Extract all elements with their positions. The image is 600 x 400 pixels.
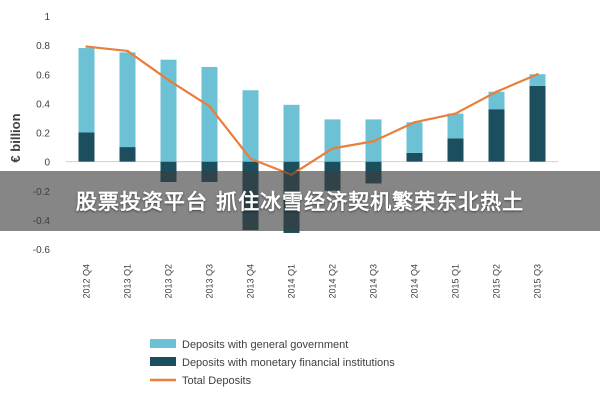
bar-monetary-institutions-9 xyxy=(447,138,464,162)
y-tick-label-8: -0.6 xyxy=(33,245,51,256)
total-deposits-point-8 xyxy=(413,121,416,124)
x-tick-label-10: 2015 Q2 xyxy=(492,264,502,299)
x-tick-label-6: 2014 Q2 xyxy=(328,264,338,299)
legend-swatch-1 xyxy=(150,357,176,366)
legend-swatch-0 xyxy=(150,339,176,348)
x-tick-label-5: 2014 Q1 xyxy=(287,264,297,299)
bar-general-government-6 xyxy=(324,119,341,162)
legend-label-1: Deposits with monetary financial institu… xyxy=(182,357,395,369)
bar-general-government-11 xyxy=(529,74,546,86)
x-tick-label-3: 2013 Q3 xyxy=(205,264,215,299)
total-deposits-point-6 xyxy=(331,147,334,150)
y-tick-label-3: 0.4 xyxy=(36,99,50,110)
x-tick-label-8: 2014 Q4 xyxy=(410,264,420,299)
overlay-banner: 股票投资平台 抓住冰雪经济契机繁荣东北热土 xyxy=(0,171,600,231)
legend-label-2: Total Deposits xyxy=(182,375,252,387)
y-tick-label-1: 0.8 xyxy=(36,41,50,52)
bar-general-government-3 xyxy=(201,66,218,162)
total-deposits-point-7 xyxy=(372,140,375,143)
y-tick-label-2: 0.6 xyxy=(36,70,50,81)
overlay-headline: 股票投资平台 抓住冰雪经济契机繁荣东北热土 xyxy=(75,190,525,214)
total-deposits-point-2 xyxy=(167,78,170,82)
total-deposits-point-4 xyxy=(249,157,252,160)
bar-general-government-0 xyxy=(78,48,95,133)
bar-monetary-institutions-10 xyxy=(488,109,505,162)
x-tick-label-11: 2015 Q3 xyxy=(533,264,543,299)
bar-general-government-5 xyxy=(283,104,300,162)
bar-general-government-10 xyxy=(488,91,505,110)
bar-monetary-institutions-8 xyxy=(406,152,423,162)
total-deposits-line-series xyxy=(85,45,539,176)
bar-general-government-4 xyxy=(242,90,259,162)
y-tick-label-4: 0.2 xyxy=(36,129,50,140)
legend-label-0: Deposits with general government xyxy=(182,339,348,351)
x-axis: 2012 Q4 2013 Q1 2013 Q2 2013 Q3 2013 Q4 2014 … xyxy=(82,264,543,299)
bar-general-government-1 xyxy=(119,52,136,148)
x-tick-label-7: 2014 Q3 xyxy=(369,264,379,299)
x-tick-label-4: 2013 Q4 xyxy=(246,264,256,299)
bar-monetary-institutions-1 xyxy=(119,147,136,162)
bar-general-government-2 xyxy=(160,59,177,162)
y-tick-label-0: 1 xyxy=(44,12,50,23)
y-axis-title: € billion xyxy=(8,113,23,162)
bar-monetary-institutions-11 xyxy=(529,85,546,162)
bar-general-government-8 xyxy=(406,122,423,153)
total-deposits-point-10 xyxy=(495,90,498,93)
total-deposits-line xyxy=(86,45,538,176)
total-deposits-point-11 xyxy=(536,73,539,76)
x-tick-label-0: 2012 Q4 xyxy=(82,264,92,299)
x-tick-label-2: 2013 Q2 xyxy=(164,264,174,299)
x-tick-label-1: 2013 Q1 xyxy=(123,264,133,299)
x-tick-label-9: 2015 Q1 xyxy=(451,264,461,299)
y-tick-label-5: 0 xyxy=(44,158,50,169)
total-deposits-point-3 xyxy=(208,105,211,108)
total-deposits-point-9 xyxy=(454,112,457,115)
legend: Deposits with general government Deposits… xyxy=(150,339,395,387)
bar-monetary-institutions-0 xyxy=(78,132,95,162)
total-deposits-point-0 xyxy=(85,45,88,48)
total-deposits-point-1 xyxy=(126,49,129,53)
bar-general-government-9 xyxy=(447,113,464,139)
